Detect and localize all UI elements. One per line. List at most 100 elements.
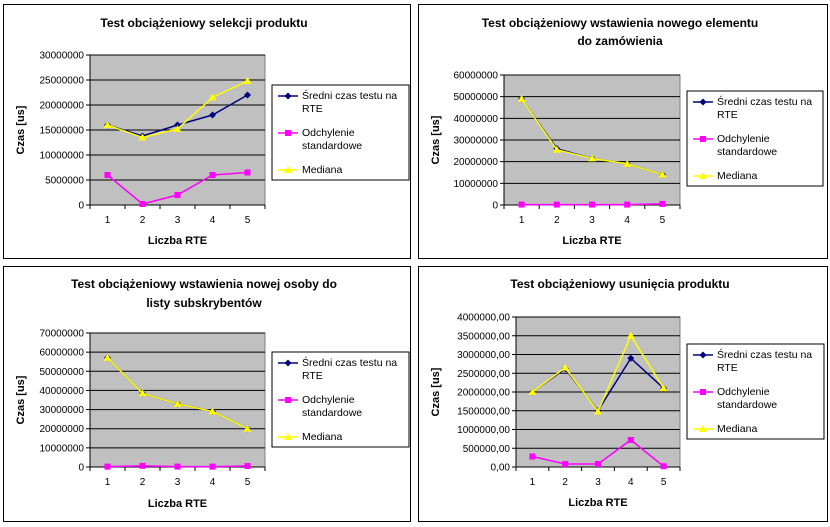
chart-title: Test obciążeniowy wstawienia nowej osoby… xyxy=(71,277,337,291)
y-tick-label: 60000000 xyxy=(40,348,85,359)
data-point xyxy=(626,331,635,339)
y-tick-label: 2500000,00 xyxy=(457,369,510,380)
data-point xyxy=(588,154,596,162)
data-point xyxy=(174,192,181,198)
data-point xyxy=(103,121,112,128)
data-point xyxy=(529,453,536,460)
legend-entry: RTE xyxy=(302,103,323,115)
y-tick-label: 30000000 xyxy=(454,136,499,147)
x-tick-label: 3 xyxy=(595,477,601,488)
x-tick-label: 5 xyxy=(660,215,666,226)
data-point xyxy=(243,77,252,84)
y-tick-label: 0,00 xyxy=(491,463,511,474)
legend-marker xyxy=(699,425,707,432)
data-point xyxy=(174,463,181,470)
legend-entry: Średni czas testu na xyxy=(302,89,397,102)
legend-entry: Mediana xyxy=(302,164,342,176)
y-tick-label: 5000000 xyxy=(45,176,84,187)
y-tick-label: 20000000 xyxy=(40,424,85,435)
legend-entry: Odchylenie xyxy=(302,394,355,406)
legend-entry: RTE xyxy=(717,362,738,374)
x-tick-label: 2 xyxy=(140,215,146,226)
data-point xyxy=(627,437,634,443)
data-point xyxy=(627,354,635,362)
y-tick-label: 1500000,00 xyxy=(457,406,510,417)
legend-entry: Odchylenie xyxy=(717,133,770,145)
chart-svg: Test obciążeniowy wstawienia nowej osoby… xyxy=(15,277,410,510)
data-point xyxy=(244,91,251,99)
data-point xyxy=(561,363,570,371)
chart-svg: Test obciążeniowy usunięcia produktu 0,00… xyxy=(430,277,825,509)
x-tick-label: 3 xyxy=(589,215,595,226)
y-tick-label: 25000000 xyxy=(40,76,85,87)
legend-entry: Średni czas testu na xyxy=(717,95,812,108)
x-tick-label: 2 xyxy=(562,477,568,488)
legend-marker xyxy=(285,397,291,403)
data-point xyxy=(139,201,146,207)
series-2 xyxy=(528,331,668,415)
legend-entry: Odchylenie xyxy=(717,386,770,398)
y-tick-label: 2000000,00 xyxy=(457,388,510,399)
series-1 xyxy=(529,437,667,470)
legend-entry: Mediana xyxy=(717,170,757,182)
y-tick-label: 3000000,00 xyxy=(457,350,510,361)
data-point xyxy=(528,388,537,395)
legend-marker xyxy=(699,172,707,179)
x-axis-title: Liczba RTE xyxy=(148,235,207,247)
series-2 xyxy=(103,353,252,432)
y-tick-label: 10000000 xyxy=(40,151,85,162)
y-axis-title: Czas [us] xyxy=(15,375,27,424)
y-tick-label: 20000000 xyxy=(40,101,85,112)
y-tick-label: 30000000 xyxy=(40,51,85,62)
data-point xyxy=(589,201,595,208)
data-point xyxy=(518,201,525,208)
legend-marker xyxy=(284,92,292,100)
series-1 xyxy=(104,169,251,207)
y-tick-label: 50000000 xyxy=(454,92,499,103)
x-tick-label: 2 xyxy=(140,477,146,488)
legend-entry: standardowe xyxy=(302,407,362,419)
data-point xyxy=(624,201,631,208)
y-tick-label: 50000000 xyxy=(40,367,85,378)
y-tick-label: 40000000 xyxy=(40,386,85,397)
data-point xyxy=(658,170,667,178)
legend-marker xyxy=(285,130,291,136)
data-point xyxy=(208,93,217,101)
data-point xyxy=(209,172,216,178)
y-tick-label: 40000000 xyxy=(454,114,499,125)
x-tick-label: 3 xyxy=(175,477,181,488)
data-point xyxy=(138,133,147,141)
y-tick-label: 3500000,00 xyxy=(457,331,510,342)
data-point xyxy=(173,125,182,132)
x-tick-label: 4 xyxy=(624,215,630,226)
chart-title: Test obciążeniowy usunięcia produktu xyxy=(510,277,729,291)
data-point xyxy=(594,407,602,415)
legend-marker xyxy=(699,351,707,359)
chart-title: Test obciążeniowy wstawienia nowego elem… xyxy=(482,16,759,30)
x-tick-label: 1 xyxy=(105,477,111,488)
series-1 xyxy=(518,200,666,208)
legend-marker xyxy=(700,136,706,142)
y-tick-label: 15000000 xyxy=(40,126,85,137)
y-tick-label: 0 xyxy=(78,201,84,212)
data-point xyxy=(138,389,147,397)
series-2 xyxy=(517,94,667,178)
y-tick-label: 70000000 xyxy=(40,329,85,340)
x-tick-label: 4 xyxy=(210,477,216,488)
y-tick-label: 0 xyxy=(492,201,498,212)
y-tick-label: 0 xyxy=(78,463,84,474)
chart-title: Test obciążeniowy selekcji produktu xyxy=(100,16,307,30)
chart-svg: Test obciążeniowy selekcji produktu 0 5000… xyxy=(15,16,410,247)
y-axis-title: Czas [us] xyxy=(15,105,27,154)
x-tick-label: 1 xyxy=(105,215,111,226)
data-point xyxy=(173,399,182,407)
legend-entry: Mediana xyxy=(717,423,757,435)
data-point xyxy=(552,145,561,153)
chart-panel-selekcja: Test obciążeniowy selekcji produktu 0 5000… xyxy=(3,4,411,259)
x-tick-label: 4 xyxy=(628,477,634,488)
legend-entry: standardowe xyxy=(302,140,362,152)
y-tick-label: 500000,00 xyxy=(463,444,511,455)
legend-entry: standardowe xyxy=(717,146,777,158)
y-axis-title: Czas [us] xyxy=(430,367,442,416)
legend-entry: Odchylenie xyxy=(302,127,355,139)
